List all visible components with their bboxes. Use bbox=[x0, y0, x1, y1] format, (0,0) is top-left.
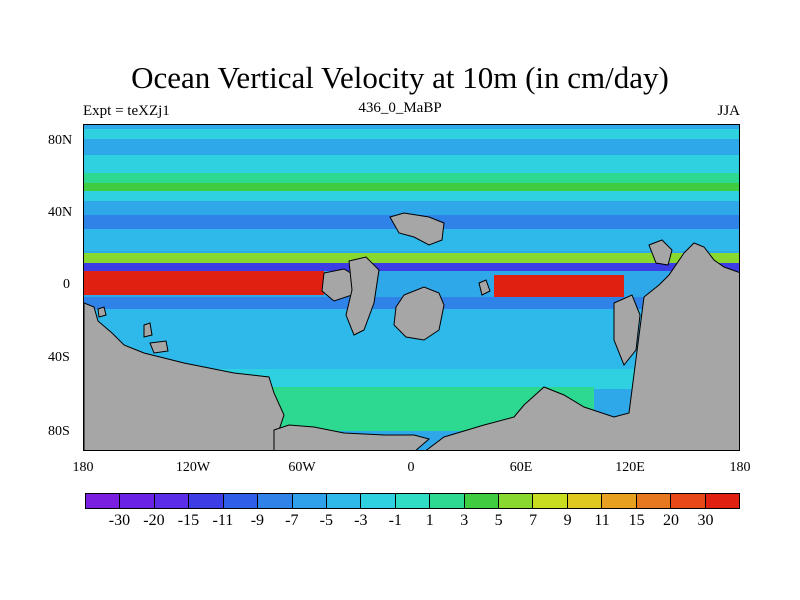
colorbar-swatch bbox=[258, 494, 293, 508]
y-tick-label: 0 bbox=[63, 277, 70, 292]
colorbar-label: -11 bbox=[212, 512, 234, 529]
colorbar-label: -1 bbox=[388, 512, 402, 529]
colorbar-swatch bbox=[361, 494, 396, 508]
colorbar-swatch bbox=[395, 494, 431, 508]
land-south-america-north bbox=[345, 256, 380, 336]
colorbar-label: -5 bbox=[319, 512, 333, 529]
colorbar-label: -3 bbox=[354, 512, 368, 529]
x-tick-label: 120E bbox=[615, 460, 645, 475]
land-island bbox=[478, 279, 491, 296]
chart-title: Ocean Vertical Velocity at 10m (in cm/da… bbox=[131, 60, 669, 95]
expt-label: Expt = teXZj1 bbox=[83, 103, 170, 119]
x-tick-label: 60W bbox=[288, 460, 316, 475]
band-equatorial-red-indian bbox=[494, 275, 624, 297]
colorbar-swatch bbox=[533, 494, 568, 508]
colorbar-swatch bbox=[636, 494, 672, 508]
land-north-africa bbox=[389, 212, 445, 246]
band-north-cyan bbox=[84, 191, 739, 201]
land-antarctica bbox=[273, 424, 431, 450]
colorbar-swatch bbox=[120, 494, 155, 508]
colorbar-swatch bbox=[86, 494, 121, 508]
y-tick-label: 40N bbox=[48, 205, 73, 220]
colorbar-swatch bbox=[499, 494, 534, 508]
colorbar-swatch bbox=[292, 494, 327, 508]
land-pacific-island-3 bbox=[97, 306, 107, 318]
colorbar-swatch bbox=[154, 494, 190, 508]
colorbar-label: 15 bbox=[628, 512, 645, 529]
x-tick-label: 0 bbox=[407, 460, 415, 475]
band-equatorial-blue bbox=[84, 263, 739, 271]
colorbar-label: -20 bbox=[143, 512, 165, 529]
band-equatorial-red-pacific bbox=[84, 271, 324, 295]
x-tick-label: 180 bbox=[72, 460, 94, 475]
colorbar-swatch bbox=[671, 494, 706, 508]
y-tick-label: 40S bbox=[48, 350, 70, 365]
colorbar-label: 3 bbox=[460, 512, 469, 529]
colorbar-label: -9 bbox=[250, 512, 265, 529]
land-africa bbox=[393, 286, 445, 341]
colorbar-label: 20 bbox=[663, 512, 680, 529]
y-tick-label: 80N bbox=[48, 133, 73, 148]
colorbar-label: 11 bbox=[594, 512, 610, 529]
band-north-subpolar-green bbox=[84, 183, 739, 191]
colorbar-swatch bbox=[602, 494, 637, 508]
colorbar-swatch bbox=[464, 494, 500, 508]
colorbar-swatch bbox=[326, 494, 362, 508]
land-australia-antarctica-east bbox=[425, 242, 739, 450]
colorbar-label: 7 bbox=[529, 512, 538, 529]
y-tick-label: 80S bbox=[48, 424, 70, 439]
colorbar-label: -15 bbox=[177, 512, 200, 529]
colorbar-swatch bbox=[189, 494, 224, 508]
land-pacific-island-2 bbox=[149, 340, 169, 354]
colorbar-label: 9 bbox=[563, 512, 572, 529]
map-field-svg bbox=[84, 125, 739, 450]
land-pacific-island-1 bbox=[143, 322, 153, 338]
band-north-high bbox=[84, 155, 739, 173]
colorbar-swatch bbox=[430, 494, 465, 508]
map-plot-area bbox=[83, 124, 740, 451]
land-southeast-asia bbox=[648, 239, 673, 266]
colorbar-label: 1 bbox=[425, 512, 434, 529]
band-arctic bbox=[84, 129, 739, 139]
colorbar-label: -7 bbox=[285, 512, 299, 529]
x-tick-label: 120W bbox=[175, 460, 211, 475]
land-india bbox=[613, 294, 641, 366]
colorbar-label: 5 bbox=[494, 512, 503, 529]
colorbar-label: -30 bbox=[108, 512, 131, 529]
colorbar-swatch bbox=[567, 494, 603, 508]
band-north-tropic bbox=[84, 229, 739, 251]
season-label: JJA bbox=[717, 103, 740, 119]
band-north-equatorial bbox=[84, 253, 739, 263]
x-tick-label: 60E bbox=[509, 460, 533, 475]
colorbar-swatch bbox=[223, 494, 259, 508]
colorbar bbox=[85, 493, 740, 509]
case-label: 436_0_MaBP bbox=[358, 100, 442, 116]
colorbar-label: 30 bbox=[697, 512, 714, 529]
x-tick-label: 180 bbox=[729, 460, 751, 475]
colorbar-swatch bbox=[705, 494, 740, 508]
